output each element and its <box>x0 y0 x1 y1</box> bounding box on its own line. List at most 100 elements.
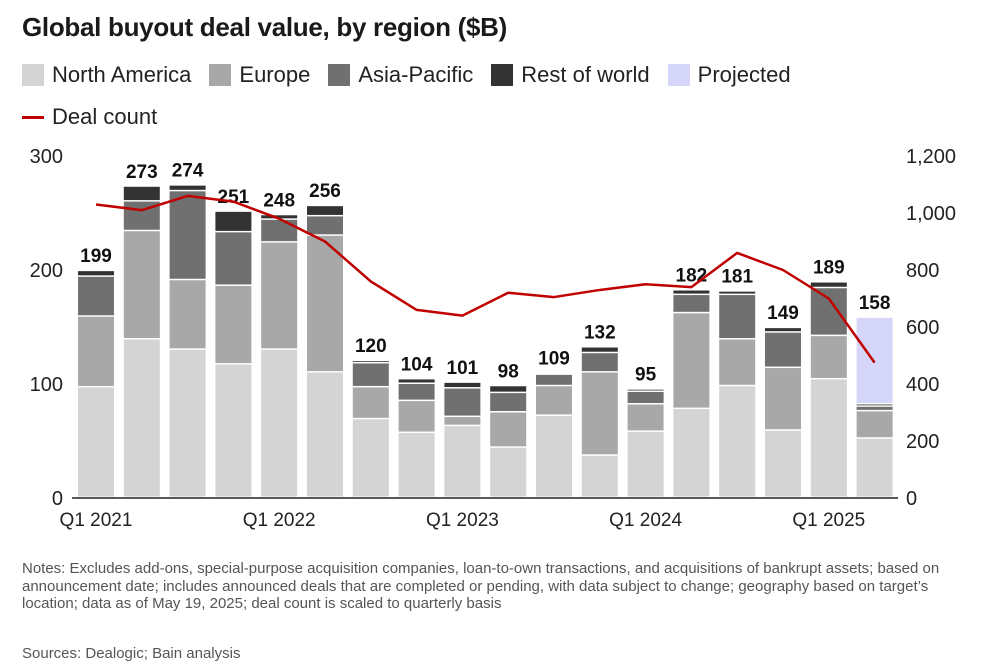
bar-10-asia-pacific <box>536 374 572 385</box>
bar-1-north-america <box>123 339 160 497</box>
legend-swatch-europe <box>209 64 232 86</box>
legend-item-asia-pacific: Asia-Pacific <box>328 62 473 88</box>
right-axis-tick-0: 0 <box>906 488 917 510</box>
bar-5-north-america <box>307 372 343 497</box>
x-axis-tick-4: Q1 2022 <box>243 510 316 531</box>
bar-17-europe <box>856 411 893 438</box>
bar-11-asia-pacific <box>581 353 618 372</box>
bar-12-north-america <box>627 431 664 497</box>
bar-6-europe <box>352 387 389 418</box>
legend-row-line: Deal count <box>22 102 982 132</box>
bar-4-europe <box>261 242 298 349</box>
bar-17-projected <box>856 317 893 404</box>
total-label-2: 274 <box>172 161 204 182</box>
bar-3-asia-pacific <box>215 232 252 285</box>
legend-item-rest-of-world: Rest of world <box>491 62 650 88</box>
bar-9-north-america <box>490 447 527 497</box>
legend-item-deal-count: Deal count <box>22 104 157 130</box>
bar-2-north-america <box>169 349 206 497</box>
legend-swatch-asia-pacific <box>328 64 351 86</box>
bar-14-north-america <box>719 386 756 497</box>
bar-7-north-america <box>398 433 435 497</box>
bar-1-rest-of-world <box>123 186 160 201</box>
bar-8-europe <box>444 417 481 425</box>
bar-0-rest-of-world <box>78 271 114 276</box>
x-axis-tick-12: Q1 2024 <box>609 510 682 531</box>
bar-6-north-america <box>352 419 389 497</box>
total-label-13: 182 <box>676 266 708 287</box>
total-label-3: 251 <box>218 187 250 208</box>
x-axis-tick-8: Q1 2023 <box>426 510 499 531</box>
legend-swatch-north-america <box>22 64 44 86</box>
bar-15-north-america <box>765 430 801 497</box>
legend-row-bars: North America Europe Asia-Pacific Rest o… <box>22 60 982 90</box>
bar-6-asia-pacific <box>352 363 389 386</box>
bar-15-rest-of-world <box>765 328 801 332</box>
bar-5-asia-pacific <box>307 216 343 235</box>
right-axis-tick-2: 400 <box>906 374 939 396</box>
bar-16-asia-pacific <box>810 288 847 335</box>
bar-15-asia-pacific <box>765 332 801 367</box>
bar-13-north-america <box>673 409 710 497</box>
total-label-15: 149 <box>767 303 799 324</box>
bar-8-rest-of-world <box>444 382 481 388</box>
bar-10-europe <box>536 386 572 415</box>
bar-3-europe <box>215 285 252 364</box>
legend-label-rest-of-world: Rest of world <box>521 62 650 87</box>
bar-12-rest-of-world <box>627 389 664 391</box>
bar-9-rest-of-world <box>490 386 527 392</box>
bar-9-asia-pacific <box>490 393 527 411</box>
legend-label-asia-pacific: Asia-Pacific <box>358 62 474 87</box>
bar-9-europe <box>490 412 527 447</box>
bar-7-asia-pacific <box>398 384 435 400</box>
total-label-0: 199 <box>80 246 112 267</box>
legend: North America Europe Asia-Pacific Rest o… <box>22 60 982 144</box>
bar-0-asia-pacific <box>78 276 114 316</box>
total-label-4: 248 <box>263 190 295 211</box>
bar-0-north-america <box>78 387 114 497</box>
bar-13-europe <box>673 313 710 408</box>
bar-7-rest-of-world <box>398 379 435 383</box>
total-label-9: 98 <box>498 361 519 382</box>
deal-count-line <box>95 194 876 364</box>
chart-sources: Sources: Dealogic; Bain analysis <box>22 645 241 662</box>
total-label-11: 132 <box>584 323 616 344</box>
bar-11-north-america <box>581 455 618 497</box>
total-label-6: 120 <box>355 336 387 357</box>
total-label-17: 158 <box>859 293 891 314</box>
bar-4-asia-pacific <box>261 219 298 242</box>
total-label-5: 256 <box>309 181 341 202</box>
legend-swatch-rest-of-world <box>491 64 514 86</box>
legend-swatch-projected <box>667 64 690 86</box>
bar-2-europe <box>169 280 206 349</box>
bar-15-europe <box>765 368 801 430</box>
total-label-12: 95 <box>635 365 657 386</box>
bar-13-rest-of-world <box>673 290 710 294</box>
bar-16-rest-of-world <box>810 282 847 287</box>
bar-5-europe <box>307 235 343 372</box>
right-axis-tick-3: 600 <box>906 317 939 339</box>
left-axis-tick-2: 200 <box>30 260 63 282</box>
bar-17-asia-pacific <box>856 406 893 410</box>
bar-14-europe <box>719 339 756 385</box>
right-axis-tick-4: 800 <box>906 260 939 282</box>
chart-title: Global buyout deal value, by region ($B) <box>22 12 507 42</box>
right-axis-tick-1: 200 <box>906 431 939 453</box>
chart-notes: Notes: Excludes add-ons, special-purpose… <box>22 560 940 612</box>
bar-17-north-america <box>856 438 893 497</box>
legend-label-europe: Europe <box>239 62 311 87</box>
legend-label-deal-count: Deal count <box>52 104 158 129</box>
x-axis-tick-0: Q1 2021 <box>60 510 133 531</box>
x-axis-tick-16: Q1 2025 <box>792 510 865 531</box>
legend-item-projected: Projected <box>667 62 791 88</box>
bar-8-asia-pacific <box>444 388 481 416</box>
total-label-14: 181 <box>721 267 753 288</box>
bar-3-north-america <box>215 364 252 497</box>
bar-17-rest-of-world <box>856 404 893 406</box>
bar-6-rest-of-world <box>352 361 389 362</box>
total-label-10: 109 <box>538 349 570 370</box>
legend-swatch-deal-count <box>22 115 44 119</box>
bar-11-rest-of-world <box>581 347 618 352</box>
total-label-1: 273 <box>126 162 158 183</box>
